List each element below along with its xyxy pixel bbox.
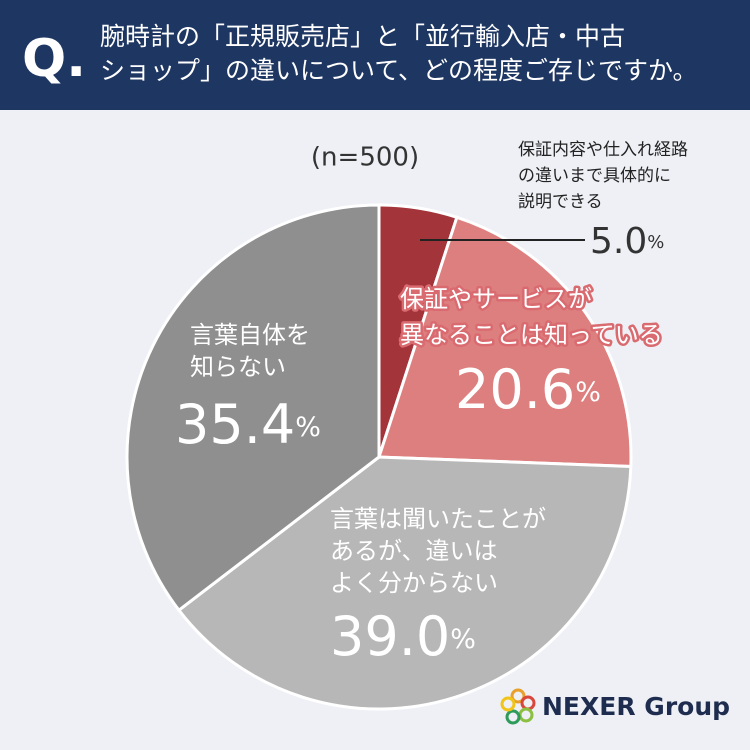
value-unit: % <box>575 377 601 408</box>
pie-slice <box>376 215 633 469</box>
value-number: 35.4 <box>175 393 295 456</box>
category-label: 言葉自体を知らない <box>190 321 310 381</box>
value-label: 35.4% <box>175 393 321 456</box>
category-label: 保証内容や仕入れ経路の違いまで具体的に説明できる <box>518 140 688 212</box>
pie <box>125 203 633 711</box>
pie-slice <box>176 455 633 711</box>
sample-size: (n=500) <box>311 143 419 173</box>
labels: 保証内容や仕入れ経路の違いまで具体的に説明できる 5.0% 保証やサービスが異なるこ… <box>175 140 688 668</box>
value-unit: % <box>647 232 664 253</box>
logo-text: NEXER Group <box>542 692 730 721</box>
value-unit: % <box>295 412 321 443</box>
category-label: 保証やサービスが異なることは知っている <box>400 285 663 349</box>
value-label: 5.0% <box>590 221 664 262</box>
pie-slice <box>125 203 381 613</box>
value-number: 5.0 <box>590 221 647 262</box>
value-number: 39.0 <box>330 605 450 668</box>
chart-title: 腕時計の「正規販売店」と「並行輸入店・中古ショップ」の違いについて、どの程度ご存… <box>100 22 698 85</box>
value-label: 20.6% <box>455 358 601 421</box>
category-label: 言葉は聞いたことがあるが、違いはよく分からない <box>330 505 546 597</box>
question-mark: Q. <box>22 29 86 89</box>
logo-icon <box>500 688 536 725</box>
header-band <box>0 0 750 110</box>
value-unit: % <box>450 624 476 655</box>
value-number: 20.6 <box>455 358 575 421</box>
value-label: 39.0% <box>330 605 476 668</box>
